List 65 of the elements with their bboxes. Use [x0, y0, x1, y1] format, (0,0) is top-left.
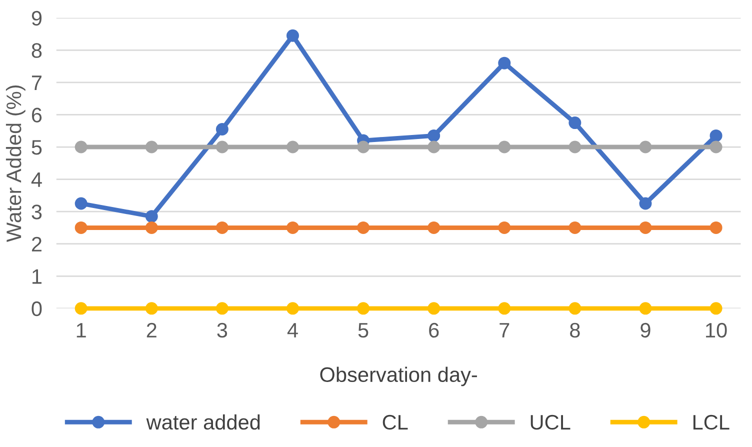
point: [568, 302, 582, 315]
legend-label: LCL: [693, 414, 730, 430]
y-tick-label: 3: [32, 204, 42, 220]
point: [145, 140, 158, 154]
point: [498, 140, 511, 154]
x-tick-label: 5: [358, 323, 368, 338]
point: [357, 140, 370, 154]
y-tick-label: 4: [31, 172, 42, 187]
point: [639, 197, 652, 210]
point: [710, 129, 722, 142]
y-tick-label: 0: [32, 301, 42, 316]
x-axis-title: Observation day-: [320, 366, 477, 386]
point: [286, 302, 299, 315]
x-tick-label: 7: [500, 323, 510, 338]
point: [710, 140, 722, 154]
point: [639, 140, 652, 154]
point: [568, 221, 582, 234]
x-tick-label: 9: [640, 322, 650, 338]
point: [639, 302, 652, 315]
point: [428, 221, 440, 234]
point: [74, 140, 88, 154]
x-tick-label: 2: [146, 322, 156, 338]
point: [145, 302, 158, 315]
y-axis-title: Water Added (%): [6, 86, 26, 242]
y-tick-label: 7: [32, 76, 42, 90]
point: [498, 221, 511, 234]
point: [74, 221, 88, 234]
x-tick-label: 8: [570, 322, 580, 338]
point: [568, 140, 582, 154]
x-tick-label: 3: [217, 322, 228, 338]
point: [428, 302, 440, 315]
y-tick-label: 8: [32, 43, 42, 58]
x-tick-label: 10: [706, 322, 727, 338]
legend-label: UCL: [530, 414, 570, 430]
point: [710, 221, 722, 234]
point: [286, 140, 299, 154]
point: [568, 116, 582, 130]
point: [498, 302, 511, 315]
point: [498, 56, 511, 70]
point: [357, 221, 370, 234]
point: [145, 210, 158, 223]
x-tick-label: 1: [76, 323, 86, 338]
point: [428, 129, 440, 142]
point: [286, 29, 299, 42]
point: [286, 221, 299, 234]
point: [710, 302, 722, 315]
y-tick-label: 9: [32, 10, 42, 26]
point: [145, 221, 158, 234]
point: [216, 140, 228, 154]
legend-label: water added: [146, 414, 260, 430]
x-tick-label: 4: [287, 323, 298, 338]
point: [357, 302, 370, 315]
point: [216, 302, 228, 315]
point: [639, 221, 652, 234]
point: [216, 221, 228, 234]
point: [74, 197, 88, 210]
point: [428, 140, 440, 154]
point: [74, 302, 88, 315]
y-tick-label: 5: [32, 140, 42, 155]
y-tick-label: 6: [32, 108, 42, 122]
legend-label: CL: [382, 414, 408, 430]
x-tick-label: 6: [429, 322, 439, 338]
point: [216, 123, 228, 136]
y-tick-label: 2: [32, 236, 42, 252]
y-tick-label: 1: [32, 269, 42, 284]
